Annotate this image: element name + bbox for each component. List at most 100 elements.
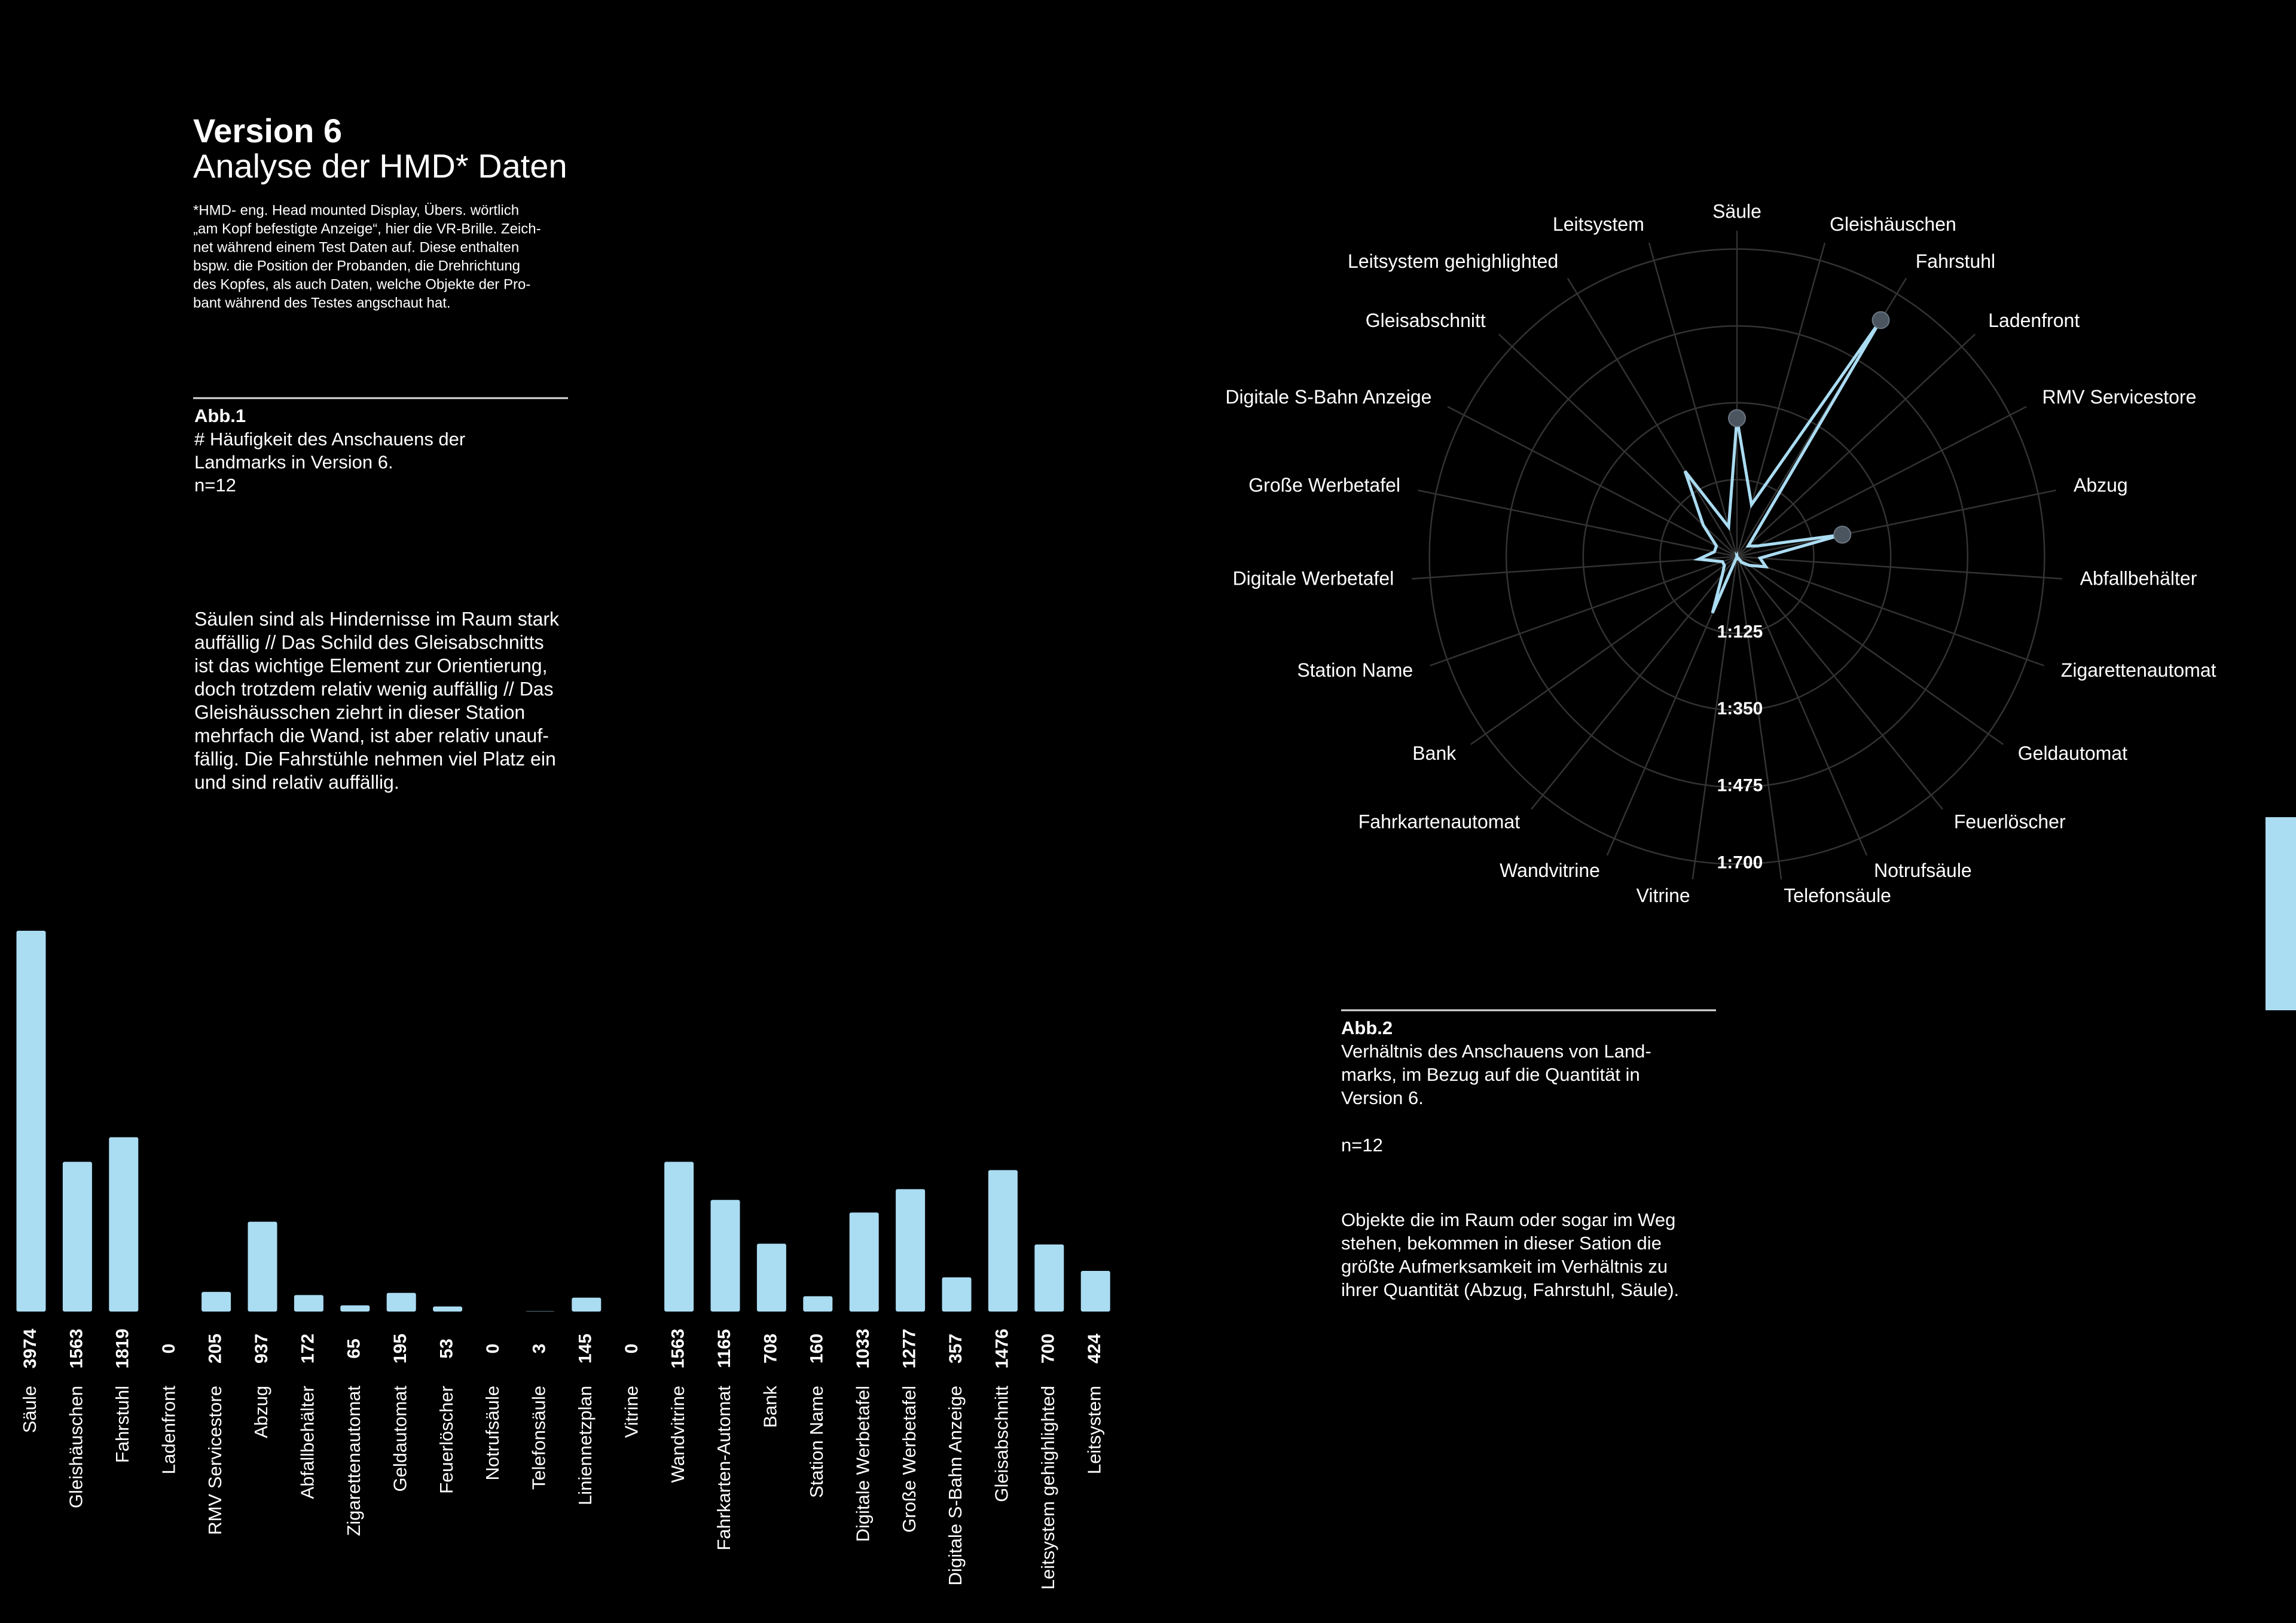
axis-label: Abzug xyxy=(2074,474,2128,496)
bar xyxy=(201,1292,231,1312)
value-label: 1476 xyxy=(992,1329,1012,1369)
category-label: Säule xyxy=(19,1386,40,1433)
ring-label: 1:700 xyxy=(1717,852,1763,872)
body-line: Säulen sind als Hindernisse im Raum star… xyxy=(194,608,560,629)
spoke xyxy=(1736,556,1782,880)
axis-label: Telefonsäule xyxy=(1784,885,1891,906)
category-label: Zigarettenautomat xyxy=(343,1386,364,1536)
value-label: 708 xyxy=(761,1334,780,1364)
category-label: Leitsystem xyxy=(1083,1386,1104,1474)
spoke xyxy=(1692,556,1738,880)
spoke xyxy=(1531,556,1738,810)
value-label: 0 xyxy=(159,1344,179,1354)
bar xyxy=(340,1305,370,1312)
value-label: 172 xyxy=(298,1334,317,1364)
value-label: 3 xyxy=(529,1344,549,1354)
caption-line: Version 6. xyxy=(1341,1087,1424,1108)
body-line: mehrfach die Wand, ist aber relativ unau… xyxy=(194,725,549,746)
body-line: stehen, bekommen in dieser Sation die xyxy=(1341,1233,1662,1254)
ring-label: 1:125 xyxy=(1717,622,1763,642)
bar xyxy=(62,1162,92,1312)
spoke xyxy=(1418,489,1738,558)
value-label: 205 xyxy=(206,1334,225,1364)
category-label: Ladenfront xyxy=(158,1386,179,1475)
caption-line: n=12 xyxy=(194,475,236,496)
category-label: Station Name xyxy=(806,1386,827,1498)
bar xyxy=(756,1243,786,1312)
spoke xyxy=(1470,555,1738,745)
axis-label: RMV Servicestore xyxy=(2042,386,2197,408)
spoke xyxy=(1736,489,2056,558)
axis-label: Leitsystem xyxy=(1553,213,1644,235)
bar xyxy=(1080,1271,1110,1312)
footnote-line: net während einem Test Daten auf. Diese … xyxy=(193,239,519,255)
category-label: Telefonsäule xyxy=(529,1386,549,1490)
value-label: 0 xyxy=(483,1344,503,1354)
bar xyxy=(664,1162,694,1312)
subtitle: Analyse der HMD* Daten xyxy=(193,147,567,185)
body-line: auffällig // Das Schild des Gleisabschni… xyxy=(194,631,544,653)
caption-line: Landmarks in Version 6. xyxy=(194,452,393,473)
spoke xyxy=(1567,277,1738,557)
axis-label: Digitale S-Bahn Anzeige xyxy=(1225,386,1431,408)
figure-label: Abb.2 xyxy=(1341,1017,1393,1038)
value-label: 357 xyxy=(946,1334,966,1364)
body-line: Objekte die im Raum oder sogar im Weg xyxy=(1341,1209,1675,1230)
axis-label: Große Werbetafel xyxy=(1248,474,1400,496)
value-label: 160 xyxy=(807,1334,827,1364)
spoke xyxy=(1736,556,1943,810)
category-label: RMV Servicestore xyxy=(204,1386,225,1535)
category-label: Digitale Werbetafel xyxy=(852,1386,873,1542)
body-line: doch trotzdem relativ wenig auffällig //… xyxy=(194,678,554,699)
value-label: 1563 xyxy=(668,1329,688,1369)
caption-line: # Häufigkeit des Anschauens der xyxy=(194,429,465,450)
category-label: Leitsystem gehighlighted xyxy=(1037,1386,1058,1590)
bar xyxy=(294,1295,323,1312)
bar xyxy=(942,1277,972,1312)
figure-label: Abb.1 xyxy=(194,405,246,426)
category-label: Liniennetzplan xyxy=(575,1386,596,1505)
category-label: Bank xyxy=(760,1386,781,1428)
spoke xyxy=(1736,555,2044,667)
axis-label: Geldautomat xyxy=(2018,742,2127,764)
bar xyxy=(803,1296,833,1312)
spoke xyxy=(1447,406,1738,558)
bar xyxy=(1034,1244,1064,1312)
axis-label: Gleishäuschen xyxy=(1830,213,1956,235)
bar xyxy=(710,1200,740,1312)
axis-label: Zigarettenautomat xyxy=(2061,659,2216,681)
caption-line: marks, im Bezug auf die Quantität in xyxy=(1341,1064,1640,1085)
value-label: 700 xyxy=(1039,1334,1058,1364)
bar xyxy=(386,1292,416,1312)
value-label: 1165 xyxy=(715,1329,734,1368)
bar xyxy=(16,931,46,1312)
category-label: Notrufsäule xyxy=(482,1386,503,1481)
value-label: 1033 xyxy=(853,1329,873,1369)
bar xyxy=(248,1221,277,1312)
body-line: und sind relativ auffällig. xyxy=(194,771,399,793)
sample-size: n=12 xyxy=(1341,1135,1383,1156)
bar xyxy=(572,1297,602,1312)
spoke xyxy=(1498,334,1738,557)
category-label: Vitrine xyxy=(621,1386,642,1438)
ring-label: 1:350 xyxy=(1717,699,1763,719)
value-label: 0 xyxy=(622,1344,642,1354)
value-label: 3974 xyxy=(20,1328,40,1368)
axis-label: Ladenfront xyxy=(1988,310,2080,331)
axis-label: Fahrstuhl xyxy=(1916,250,1995,272)
spoke xyxy=(1412,555,1738,580)
footnote-line: „am Kopf befestigte Anzeige“, hier die V… xyxy=(193,221,541,237)
axis-label: Abfallbehälter xyxy=(2080,568,2197,589)
value-label: 1819 xyxy=(113,1329,133,1369)
category-label: Fahrkarten-Automat xyxy=(713,1386,734,1551)
spoke xyxy=(1736,334,1976,557)
footnote-line: des Kopfes, als auch Daten, welche Objek… xyxy=(193,276,530,292)
footnote-line: *HMD- eng. Head mounted Display, Übers. … xyxy=(193,202,519,218)
axis-label: Station Name xyxy=(1297,659,1413,681)
body-line: fällig. Die Fahrstühle nehmen viel Platz… xyxy=(194,748,556,769)
axis-label: Wandvitrine xyxy=(1500,860,1600,881)
category-label: Feuerlöscher xyxy=(436,1386,457,1494)
spoke xyxy=(1648,242,1738,557)
